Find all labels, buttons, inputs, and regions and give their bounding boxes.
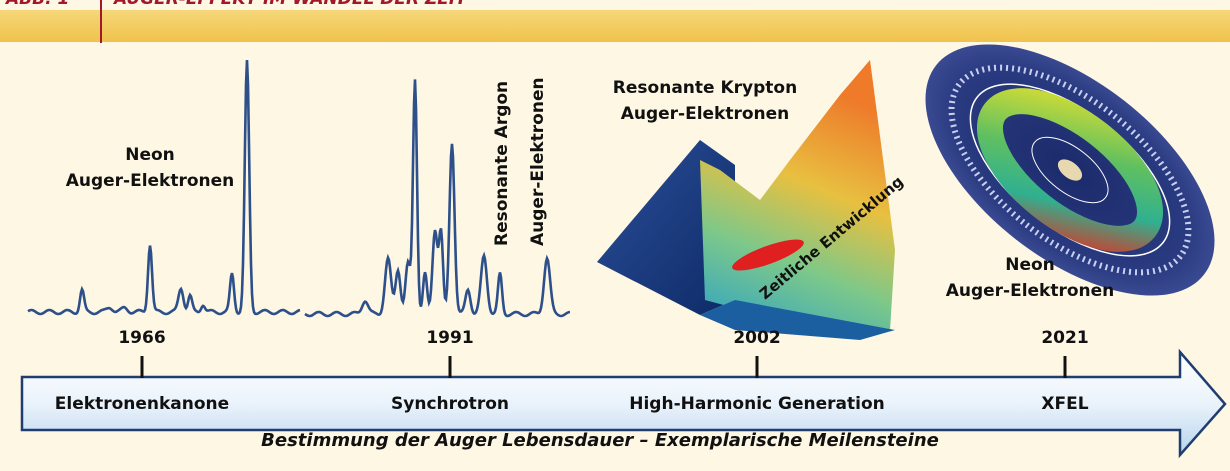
panel-label: Auger-Elektronen [946, 281, 1115, 301]
technique: Elektronenkanone [55, 394, 229, 414]
panel-label: Resonante Krypton [613, 78, 797, 98]
spectrum-1966 [27, 59, 301, 316]
header-title: AUGER-EFFEKT IM WANDEL DER ZEIT [112, 0, 468, 9]
caption: Bestimmung der Auger Lebensdauer – Exemp… [261, 430, 939, 451]
panel-label: Auger-Elektronen [528, 77, 548, 246]
panel-label: Auger-Elektronen [66, 171, 235, 191]
panel-label: Resonante Argon [492, 81, 512, 246]
header-band [0, 10, 1230, 42]
panel-label: Auger-Elektronen [621, 104, 790, 124]
technique: Synchrotron [391, 394, 509, 414]
detector-image [925, 44, 1215, 296]
panel-label: Neon [1005, 255, 1055, 275]
technique: XFEL [1041, 394, 1088, 414]
timeline-arrow [20, 348, 1227, 459]
header-label: ABB. 1 [4, 0, 69, 9]
year: 2002 [733, 328, 780, 348]
panel-label: Neon [125, 145, 175, 165]
year: 2021 [1041, 328, 1088, 348]
technique: High-Harmonic Generation [629, 394, 885, 414]
year: 1966 [118, 328, 165, 348]
year: 1991 [426, 328, 473, 348]
3d-surface [597, 60, 895, 340]
spectrum-1991 [304, 79, 571, 318]
